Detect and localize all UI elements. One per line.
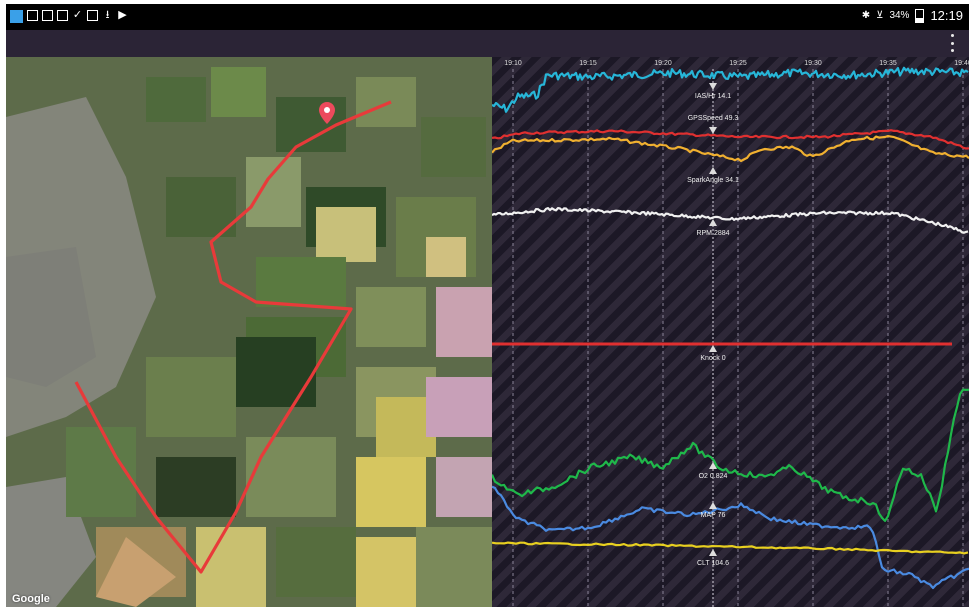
battery-icon <box>915 8 925 23</box>
time-tick-label: 19:25 <box>729 60 747 67</box>
device-screen: ✓ ⭳ ▶ ✱ ⊻ 34% 12:19 <box>6 4 969 607</box>
battery-percent: 34% <box>889 10 910 21</box>
cursor-marker-icon <box>709 83 717 90</box>
channel-value-o2: O2 0.824 <box>698 473 728 480</box>
download-icon: ⭳ <box>105 9 110 21</box>
location-marker-icon[interactable] <box>318 101 336 125</box>
cursor-marker-icon <box>709 549 717 556</box>
cursor-marker-icon <box>709 127 717 134</box>
trace-clt <box>492 541 969 555</box>
time-tick-label: 19:15 <box>579 60 597 67</box>
time-tick-label: 19:10 <box>504 60 522 67</box>
channel-value-gpsspeed: GPSSpeed 49.3 <box>687 115 739 122</box>
time-tick-label: 19:30 <box>804 60 822 67</box>
screenshot-icon <box>57 10 68 21</box>
cast-icon <box>42 10 53 21</box>
gps-route <box>74 100 392 574</box>
trace-o2 <box>492 388 969 522</box>
map-imagery <box>6 57 492 607</box>
status-right: ✱ ⊻ 34% 12:19 <box>862 8 963 23</box>
trace-gpsspeed <box>492 129 969 150</box>
notification-icons: ✓ ⭳ ▶ <box>10 10 128 23</box>
channel-value-map: MAP 76 <box>700 512 726 519</box>
trace-rpm <box>492 207 969 234</box>
satellite-map[interactable]: Google <box>6 57 492 607</box>
time-tick-label: 19:20 <box>654 60 672 67</box>
gallery-icon <box>10 10 23 23</box>
cursor-marker-icon <box>709 345 717 352</box>
channel-value-ias: IAS/Hr 14.1 <box>694 93 732 100</box>
chart-canvas <box>492 66 969 607</box>
trace-sparkangle <box>492 135 969 163</box>
channel-value-knock: Knock 0 <box>700 355 726 362</box>
image-icon <box>27 10 38 21</box>
channel-value-rpm: RPM 2884 <box>696 230 730 237</box>
cursor-marker-icon <box>709 167 717 174</box>
telemetry-charts[interactable]: 19:10 19:15 19:20 19:25 19:30 19:35 19:40 IAS/… <box>492 57 969 607</box>
app-bar <box>6 30 969 57</box>
bluetooth-icon: ✱ <box>861 10 871 21</box>
cursor-marker-icon <box>709 502 717 509</box>
checklist-icon: ✓ <box>72 9 83 21</box>
cursor-marker-icon <box>709 219 717 226</box>
status-bar: ✓ ⭳ ▶ ✱ ⊻ 34% 12:19 <box>6 4 969 30</box>
more-vert-icon[interactable] <box>949 34 955 52</box>
signal-icon: ⊻ <box>876 10 884 21</box>
trace-map <box>492 485 969 590</box>
channel-value-clt: CLT 104.6 <box>696 560 730 567</box>
time-tick-label: 19:35 <box>879 60 897 67</box>
cast-icon <box>87 10 98 21</box>
google-logo: Google <box>12 593 50 605</box>
time-tick-label: 19:40 <box>954 60 969 67</box>
clock: 12:19 <box>930 8 963 23</box>
cursor-marker-icon <box>709 462 717 469</box>
play-icon: ▶ <box>118 9 127 21</box>
trace-ias <box>492 66 969 113</box>
channel-value-sparkangle: SparkAngle 34.1 <box>687 177 739 184</box>
